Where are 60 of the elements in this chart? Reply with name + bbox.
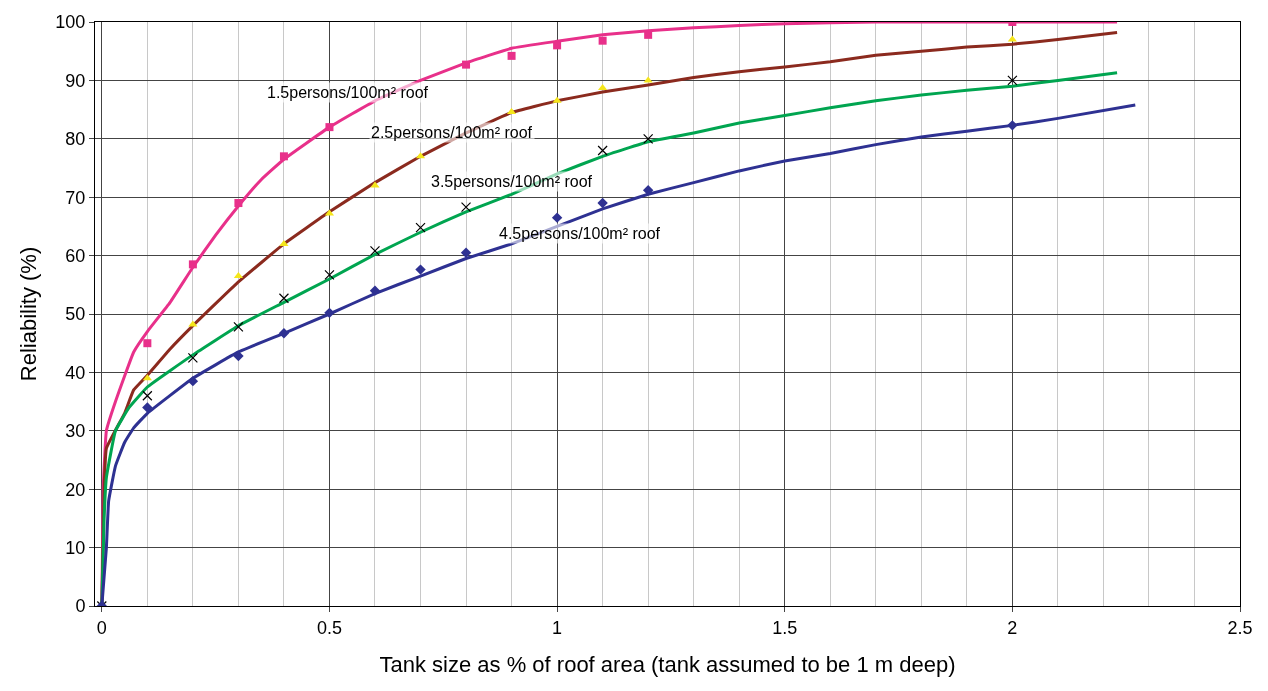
y-tick-label: 0 <box>75 596 86 617</box>
point <box>370 181 380 188</box>
y-tick-label: 50 <box>65 304 86 325</box>
point <box>462 60 471 69</box>
point <box>369 285 381 296</box>
point <box>142 390 153 401</box>
point <box>551 212 563 223</box>
x-tick-label: 0.5 <box>316 617 342 638</box>
point <box>142 402 153 413</box>
point <box>507 51 516 60</box>
annotation: 4.5persons/100m² roof <box>499 225 661 242</box>
y-tick-label: 70 <box>65 187 86 208</box>
point <box>324 307 335 319</box>
point <box>188 320 198 327</box>
y-axis-title: Reliability (%) <box>16 246 42 382</box>
point <box>278 293 290 304</box>
point <box>142 374 152 381</box>
y-tick-label: 80 <box>65 129 86 150</box>
point <box>325 123 334 132</box>
annotation: 3.5persons/100m² roof <box>431 173 593 190</box>
point <box>460 202 472 213</box>
point <box>598 83 608 90</box>
point <box>598 36 607 45</box>
x-tick-label: 2.5 <box>1227 617 1253 638</box>
point <box>415 222 426 233</box>
y-tick-label: 30 <box>65 421 86 442</box>
point <box>597 197 608 209</box>
x-tick-label: 2 <box>1007 617 1018 638</box>
y-tick-label: 40 <box>65 362 86 383</box>
point <box>278 328 290 339</box>
point <box>369 245 381 257</box>
point <box>187 352 198 363</box>
point <box>642 184 654 196</box>
annotation: 1.5persons/100m² roof <box>267 84 429 101</box>
x-tick-label: 1.5 <box>772 617 798 638</box>
point <box>1007 120 1018 131</box>
y-tick-label: 10 <box>65 537 86 558</box>
x-tick-label: 0 <box>96 617 107 638</box>
point <box>643 133 654 144</box>
point <box>324 269 335 280</box>
point <box>552 96 562 103</box>
y-tick-label: 60 <box>65 245 86 266</box>
point <box>279 239 289 246</box>
y-tick-label: 90 <box>65 70 86 91</box>
point <box>234 199 243 208</box>
point <box>597 145 608 156</box>
point <box>460 247 472 258</box>
y-tick-label: 20 <box>65 479 86 500</box>
point <box>1007 35 1017 42</box>
point <box>143 339 152 348</box>
point <box>233 321 244 332</box>
y-tick-label: 100 <box>55 12 86 33</box>
x-tick-label: 1 <box>552 617 563 638</box>
point <box>415 264 426 275</box>
point <box>553 41 562 50</box>
point <box>1007 75 1018 86</box>
point <box>188 260 197 269</box>
annotation: 2.5persons/100m² roof <box>371 124 533 141</box>
point <box>279 152 288 161</box>
x-axis-title: Tank size as % of roof area (tank assumed to be 1 m deep) <box>379 652 956 678</box>
